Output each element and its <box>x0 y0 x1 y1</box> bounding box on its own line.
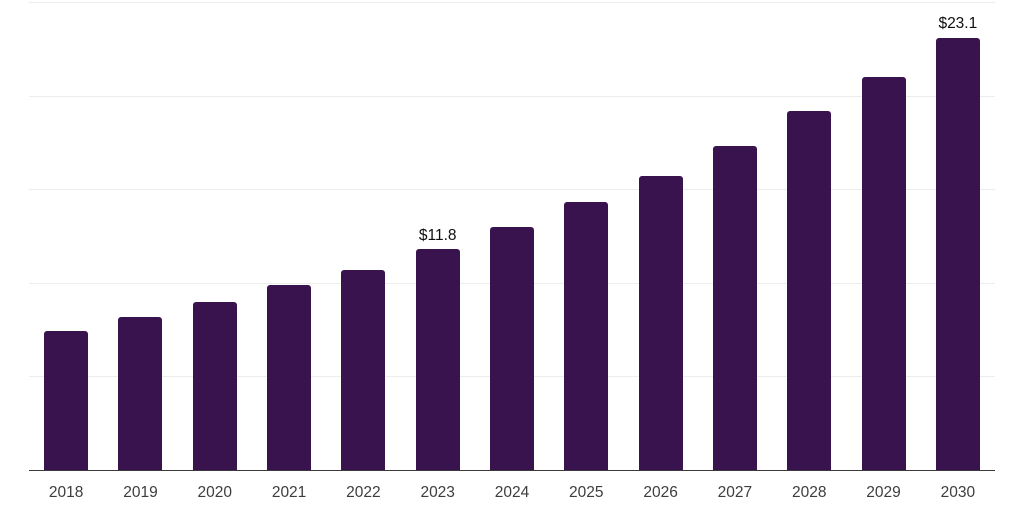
x-axis-line <box>29 469 995 471</box>
x-tick-label-2025: 2025 <box>569 484 604 501</box>
data-label-2030: $23.1 <box>938 15 978 33</box>
bar-2030 <box>935 37 980 470</box>
bar-2018 <box>44 331 89 470</box>
bar-2023 <box>415 249 460 470</box>
data-label-2023: $11.8 <box>418 226 457 244</box>
x-tick-label-2024: 2024 <box>494 484 530 501</box>
bar-2027 <box>712 146 757 470</box>
x-tick-label-2022: 2022 <box>346 484 381 501</box>
x-tick-label-2018: 2018 <box>48 484 84 501</box>
x-tick-label-2029: 2029 <box>866 484 901 501</box>
bar-2020 <box>192 301 237 470</box>
gridline-15 <box>29 189 995 191</box>
x-tick-label-2019: 2019 <box>123 484 158 501</box>
x-tick-label-2030: 2030 <box>940 484 976 501</box>
bar-2019 <box>118 316 163 470</box>
x-tick-label-2028: 2028 <box>791 484 827 501</box>
x-tick-label-2021: 2021 <box>271 484 307 501</box>
bar-2029 <box>861 76 906 470</box>
x-tick-label-2027: 2027 <box>717 484 753 501</box>
gridline-25 <box>29 2 995 3</box>
bar-2022 <box>341 269 386 470</box>
gridline-20 <box>29 95 995 97</box>
x-tick-label-2026: 2026 <box>643 484 678 501</box>
plot-area: $11.8 $23.1 <box>29 0 995 471</box>
bar-2026 <box>638 176 683 470</box>
x-tick-label-2023: 2023 <box>420 484 455 501</box>
bar-2025 <box>564 202 609 470</box>
bar-2028 <box>787 110 832 470</box>
bar-2024 <box>490 226 534 470</box>
bar-2021 <box>267 284 312 470</box>
x-tick-label-2020: 2020 <box>197 484 233 501</box>
